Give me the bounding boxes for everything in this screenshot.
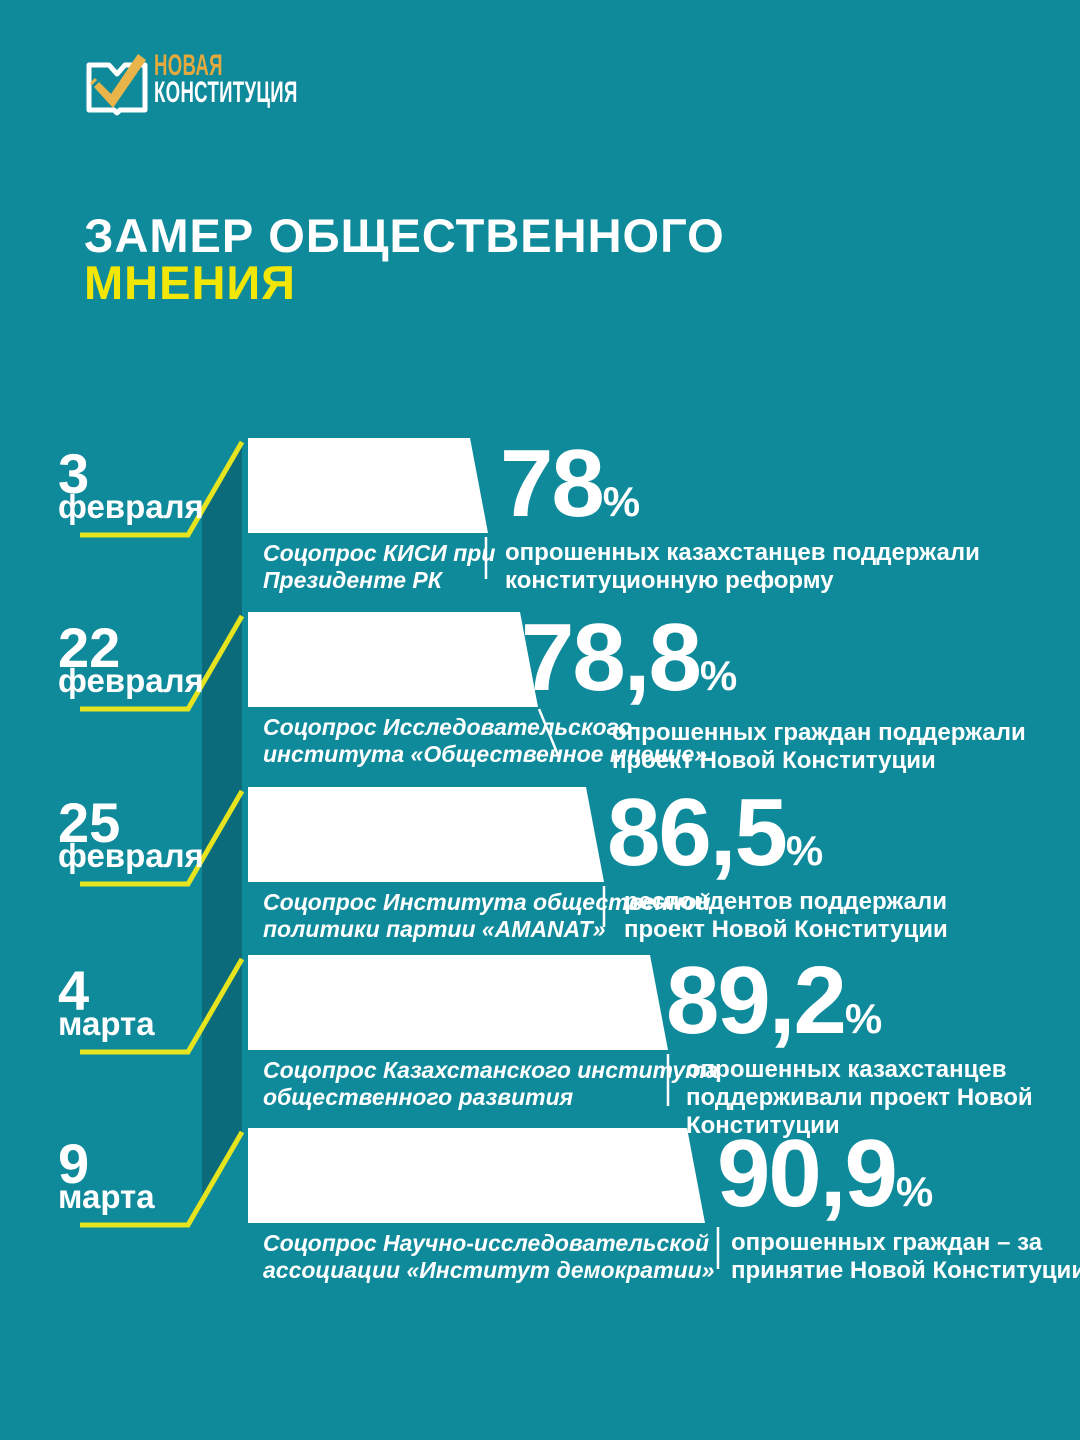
source-line: Соцопрос Казахстанского института [263, 1057, 719, 1083]
description-line: проект Новой Конституции [612, 747, 936, 774]
percent-sign: % [602, 478, 641, 525]
source-line: общественного развития [263, 1084, 574, 1110]
percent-number: 86,5 [607, 779, 788, 886]
row-date-day: 22 [58, 616, 121, 679]
divider-line [537, 708, 560, 756]
row-description: респондентов поддержали проект Новой Кон… [624, 888, 948, 944]
percent-number: 90,9 [717, 1120, 898, 1227]
row-percent-value: 90,9% [717, 1126, 933, 1222]
description-line: конституционную реформу [505, 567, 834, 594]
source-line: Соцопрос КИСИ при [263, 540, 496, 566]
bar-shape [248, 1128, 705, 1223]
percent-number: 89,2 [666, 947, 847, 1054]
row-description: опрошенных граждан поддержали проект Нов… [612, 719, 1026, 775]
row-percent-value: 89,2% [666, 953, 882, 1049]
description-line: респондентов поддержали [624, 888, 947, 915]
row-source-label: Соцопрос Казахстанского института общест… [263, 1057, 718, 1111]
row-percent-value: 86,5% [607, 785, 823, 881]
row-date-month: февраля [58, 662, 204, 699]
percent-number: 78,8 [521, 604, 702, 711]
source-line: ассоциации «Институт демократии» [263, 1257, 715, 1283]
row-date-day: 3 [58, 442, 90, 505]
source-line: Соцопрос Научно-исследовательской [263, 1230, 710, 1256]
description-line: опрошенных казахстанцев поддержали [505, 539, 980, 566]
row-source-label: Соцопрос Исследовательского института «О… [263, 714, 707, 768]
percent-sign: % [699, 652, 738, 699]
page-title: ЗАМЕР ОБЩЕСТВЕННОГО МНЕНИЯ [84, 212, 725, 306]
row-date-day: 4 [58, 959, 90, 1022]
row-description: опрошенных казахстанцев поддерживали про… [686, 1056, 1033, 1140]
logo-line1: НОВАЯ [154, 49, 223, 82]
bar-shape [248, 787, 604, 882]
row-description: опрошенных граждан – за принятие Новой К… [731, 1229, 1080, 1285]
row-percent-value: 78,8% [521, 610, 737, 706]
row-date-month: февраля [58, 837, 204, 874]
row-date-month: марта [58, 1005, 155, 1042]
source-line: Президенте РК [263, 567, 442, 593]
percent-sign: % [785, 827, 824, 874]
percent-sign: % [844, 995, 883, 1042]
title-line2: МНЕНИЯ [84, 256, 296, 309]
bar-shape [248, 612, 538, 707]
description-line: опрошенных граждан – за [731, 1229, 1043, 1256]
logo-line2: КОНСТИТУЦИЯ [154, 76, 298, 109]
book-checkmark-icon [86, 54, 148, 116]
source-line: института «Общественное мнение» [263, 741, 708, 767]
description-line: принятие Новой Конституции [731, 1257, 1080, 1284]
yellow-guide-line [80, 614, 245, 712]
row-date-month: февраля [58, 488, 204, 525]
description-line: опрошенных казахстанцев [686, 1056, 1007, 1083]
row-date-day: 9 [58, 1132, 90, 1195]
description-line: опрошенных граждан поддержали [612, 719, 1026, 746]
logo-text: НОВАЯ КОНСТИТУЦИЯ [154, 49, 298, 109]
row-date-day: 25 [58, 791, 121, 854]
yellow-guide-line [80, 789, 245, 887]
source-line: Соцопрос Исследовательского [263, 714, 633, 740]
row-source-label: Соцопрос КИСИ при Президенте РК [263, 540, 495, 594]
yellow-guide-line [80, 1130, 245, 1228]
row-date-month: марта [58, 1178, 155, 1215]
bar-shape [248, 955, 668, 1050]
row-source-label: Соцопрос Института общественной политики… [263, 889, 711, 943]
description-line: поддерживали проект Новой [686, 1084, 1033, 1111]
title-line1: ЗАМЕР ОБЩЕСТВЕННОГО [84, 209, 725, 262]
source-line: Соцопрос Института общественной [263, 889, 711, 915]
yellow-guide-line [80, 957, 245, 1055]
description-line: проект Новой Конституции [624, 916, 948, 943]
row-percent-value: 78% [500, 436, 640, 532]
percent-sign: % [895, 1168, 934, 1215]
description-line: Конституции [686, 1112, 840, 1139]
source-line: политики партии «AMANAT» [263, 916, 606, 942]
percent-number: 78 [500, 430, 605, 537]
row-description: опрошенных казахстанцев поддержали конст… [505, 539, 980, 595]
row-source-label: Соцопрос Научно-исследовательской ассоци… [263, 1230, 714, 1284]
yellow-guide-line [80, 440, 245, 538]
bar-shape [248, 438, 488, 533]
